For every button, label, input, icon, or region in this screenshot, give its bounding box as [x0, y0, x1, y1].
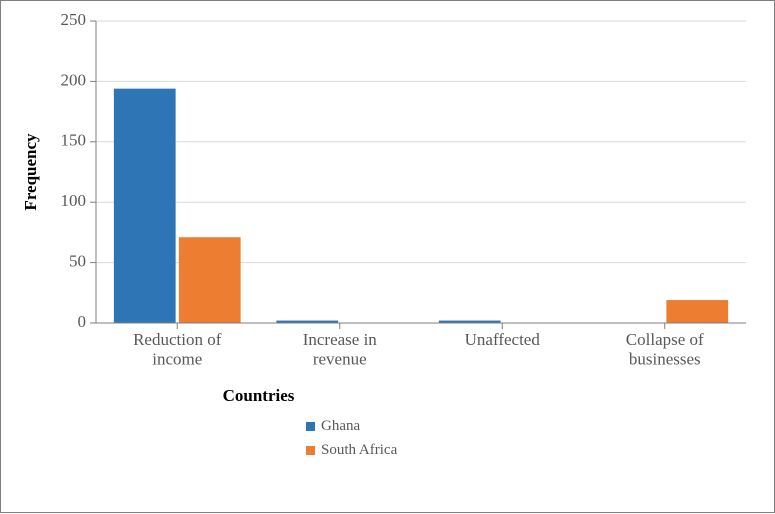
x-tick-label: Increase inrevenue [303, 330, 378, 369]
bar [179, 237, 241, 323]
legend-label: South Africa [321, 442, 398, 458]
legend-swatch [306, 446, 315, 455]
x-axis-title: Countries [223, 386, 295, 405]
x-tick-label: Collapse ofbusinesses [626, 330, 704, 369]
x-tick-label: Unaffected [465, 330, 541, 349]
chart-frame: 0 50 100 150 200 250 Reduction ofincome Increas… [0, 0, 775, 513]
chart-canvas: 0 50 100 150 200 250 Reduction ofincome Increas… [1, 1, 774, 512]
y-axis-title: Frequency [21, 133, 40, 211]
bar [114, 89, 176, 323]
bar [666, 300, 728, 323]
y-tick-label: 0 [78, 312, 87, 331]
y-tick-label: 150 [61, 131, 87, 150]
y-tick-label: 250 [61, 10, 87, 29]
y-tick-label: 200 [61, 70, 87, 89]
y-tick-label: 50 [69, 252, 86, 271]
legend-label: Ghana [321, 418, 360, 434]
legend-swatch [306, 422, 315, 431]
y-tick-label: 100 [61, 191, 87, 210]
x-tick-label: Reduction ofincome [133, 330, 222, 369]
